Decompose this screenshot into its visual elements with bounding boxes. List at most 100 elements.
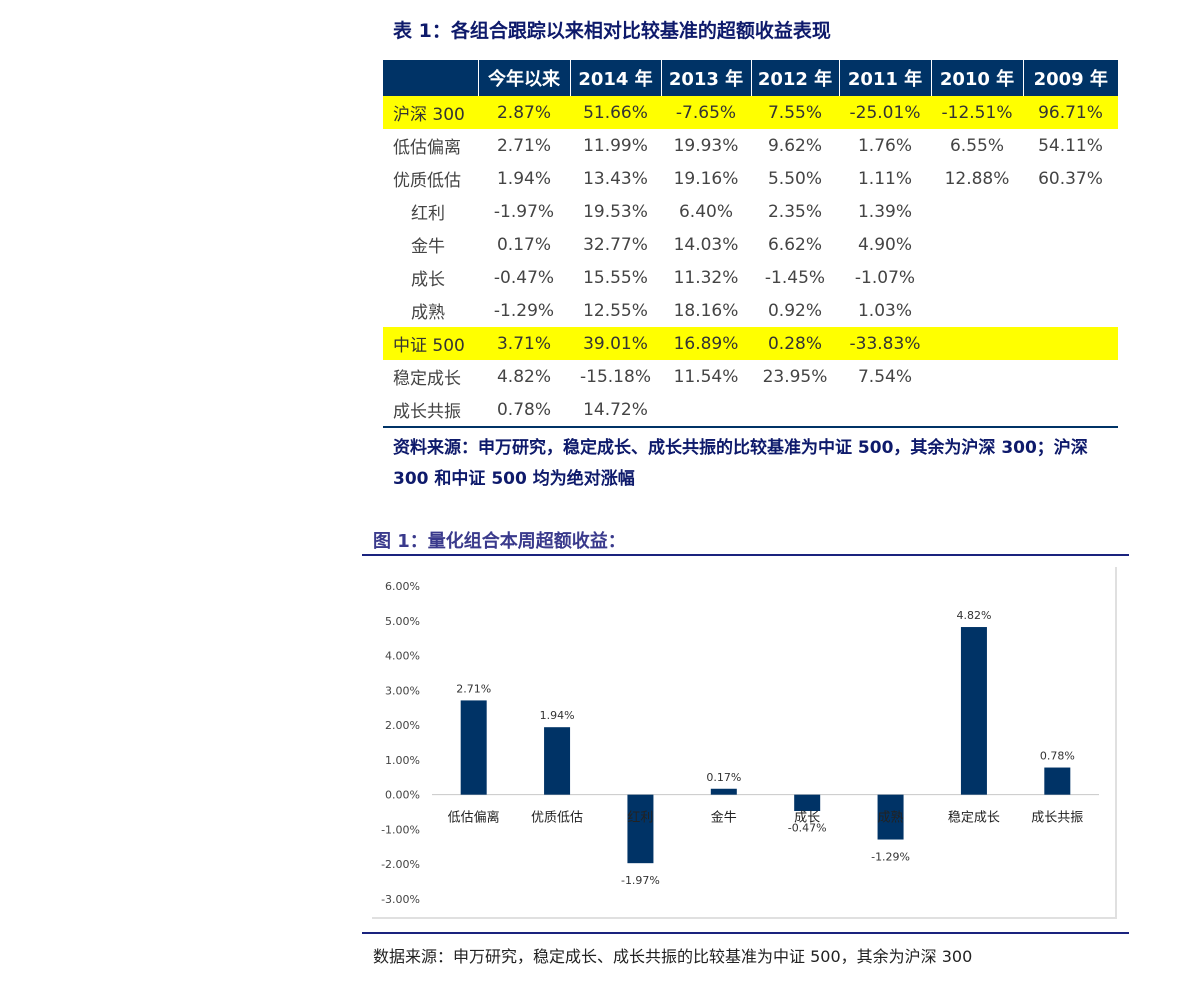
table-cell: 0.28% <box>751 327 839 360</box>
y-tick-label: 2.00% <box>385 719 420 732</box>
bar <box>460 700 487 795</box>
y-tick-label: 1.00% <box>385 754 420 767</box>
figure-source-note: 数据来源：申万研究，稳定成长、成长共振的比较基准为中证 500，其余为沪深 30… <box>373 947 973 966</box>
bar <box>877 794 904 840</box>
table-cell: 19.16% <box>673 168 739 189</box>
table-cell: 4.82% <box>496 366 551 387</box>
table-cell <box>1023 393 1118 428</box>
table-cell: 13.43% <box>583 168 648 189</box>
header-cell: 2009 年 <box>1022 60 1118 96</box>
table-cell <box>1023 360 1118 393</box>
table-cell: 12.88% <box>944 168 1010 189</box>
table-cell <box>839 393 931 428</box>
row-label: 成长共振 <box>383 393 478 428</box>
row-label: 红利 <box>411 204 445 224</box>
table-cell: 1.94% <box>496 168 551 189</box>
row-label: 优质低估 <box>393 171 461 191</box>
table-cell: 14.03% <box>673 234 739 255</box>
table-cell <box>931 360 1023 393</box>
x-category-label: 成长共振 <box>1031 811 1083 826</box>
figure-bottom-rule <box>362 932 1129 934</box>
y-tick-label: -2.00% <box>381 858 420 871</box>
table-row: 红利 -1.97% 19.53% 6.40% 2.35% 1.39% <box>383 195 1118 228</box>
row-label: 沪深 300 <box>383 96 478 129</box>
x-category-label: 红利 <box>627 810 653 826</box>
table-cell: -1.97% <box>493 201 555 222</box>
table-cell: 2.87% <box>478 96 570 129</box>
bar-chart: 6.00% 5.00% 4.00% 3.00% 2.00% 1.00% 0.00% -1.00… <box>372 567 1117 919</box>
table-cell: 11.32% <box>673 267 739 288</box>
header-cell: 2012 年 <box>750 60 839 96</box>
table-cell <box>1023 294 1118 327</box>
table-cell: 54.11% <box>1038 135 1103 156</box>
bar <box>794 794 821 812</box>
y-tick-label: 6.00% <box>385 580 420 593</box>
table-cell: 11.54% <box>673 366 739 387</box>
table-cell: 7.55% <box>751 96 839 129</box>
table-cell: 12.55% <box>583 300 648 321</box>
bar <box>544 727 571 795</box>
table-cell: 1.11% <box>857 168 912 189</box>
header-cell <box>383 60 478 96</box>
x-category-label: 金牛 <box>711 810 737 826</box>
table-cell <box>931 261 1023 294</box>
table-cell: 51.66% <box>570 96 661 129</box>
table-cell: 60.37% <box>1038 168 1103 189</box>
row-label: 低估偏离 <box>393 138 461 158</box>
table-cell <box>1023 327 1118 360</box>
x-category-label: 优质低估 <box>531 811 583 826</box>
data-label: 1.94% <box>540 709 575 722</box>
table-cell <box>751 393 839 428</box>
table-cell: 0.17% <box>496 234 551 255</box>
bar <box>710 788 737 795</box>
y-tick-label: 5.00% <box>385 615 420 628</box>
figure-title: 图 1：量化组合本周超额收益： <box>373 531 626 552</box>
data-label: -1.97% <box>621 874 660 887</box>
bar-chart-svg: 6.00% 5.00% 4.00% 3.00% 2.00% 1.00% 0.00% -1.00… <box>381 580 1099 906</box>
table-cell: 6.40% <box>678 201 733 222</box>
row-label: 成熟 <box>411 303 445 323</box>
table-cell: 16.89% <box>661 327 751 360</box>
table-cell: -25.01% <box>839 96 931 129</box>
header-cell: 2011 年 <box>838 60 931 96</box>
table-cell <box>931 393 1023 428</box>
table-cell: 15.55% <box>583 267 648 288</box>
table-cell: 0.92% <box>767 300 822 321</box>
bar <box>627 794 654 864</box>
table-cell: 96.71% <box>1023 96 1118 129</box>
figure-top-rule <box>362 554 1129 556</box>
performance-table: 今年以来 2014 年 2013 年 2012 年 2011 年 2010 年 … <box>383 60 1118 428</box>
table-cell: 1.03% <box>857 300 912 321</box>
row-label: 中证 500 <box>383 327 478 360</box>
x-category-label: 稳定成长 <box>948 810 1000 826</box>
table-row: 优质低估 1.94% 13.43% 19.16% 5.50% 1.11% 12.88% 60.… <box>383 162 1118 195</box>
table-cell: -15.18% <box>580 366 651 387</box>
table-cell: 6.62% <box>767 234 822 255</box>
table-cell: -7.65% <box>661 96 751 129</box>
table-cell: 19.53% <box>583 201 648 222</box>
x-category-label: 成长 <box>794 811 820 826</box>
y-tick-label: 0.00% <box>385 789 420 802</box>
table-source-note: 资料来源：申万研究，稳定成长、成长共振的比较基准为中证 500，其余为沪深 30… <box>393 438 1088 489</box>
table-cell <box>931 228 1023 261</box>
bar <box>960 627 987 795</box>
table-body: 沪深 300 2.87% 51.66% -7.65% 7.55% -25.01% -12.5… <box>383 96 1118 428</box>
table-cell: 6.55% <box>949 135 1004 156</box>
table-row: 中证 500 3.71% 39.01% 16.89% 0.28% -33.83% <box>383 327 1118 360</box>
header-cell: 2010 年 <box>930 60 1023 96</box>
data-label: -0.47% <box>788 822 827 835</box>
table-cell: 39.01% <box>570 327 661 360</box>
table-cell: 9.62% <box>767 135 822 156</box>
table-row: 成长共振 0.78% 14.72% <box>383 393 1118 428</box>
table-cell <box>1023 228 1118 261</box>
row-label: 金牛 <box>411 237 445 257</box>
table-cell: 23.95% <box>762 366 828 387</box>
table-cell <box>931 327 1023 360</box>
y-tick-label: 4.00% <box>385 650 420 663</box>
row-label: 成长 <box>411 270 445 290</box>
y-tick-label: 3.00% <box>385 684 420 697</box>
x-category-label: 成熟 <box>878 810 904 826</box>
y-tick-label: -1.00% <box>381 823 420 836</box>
table-cell: -1.29% <box>493 300 555 321</box>
table-cell: 2.35% <box>767 201 822 222</box>
